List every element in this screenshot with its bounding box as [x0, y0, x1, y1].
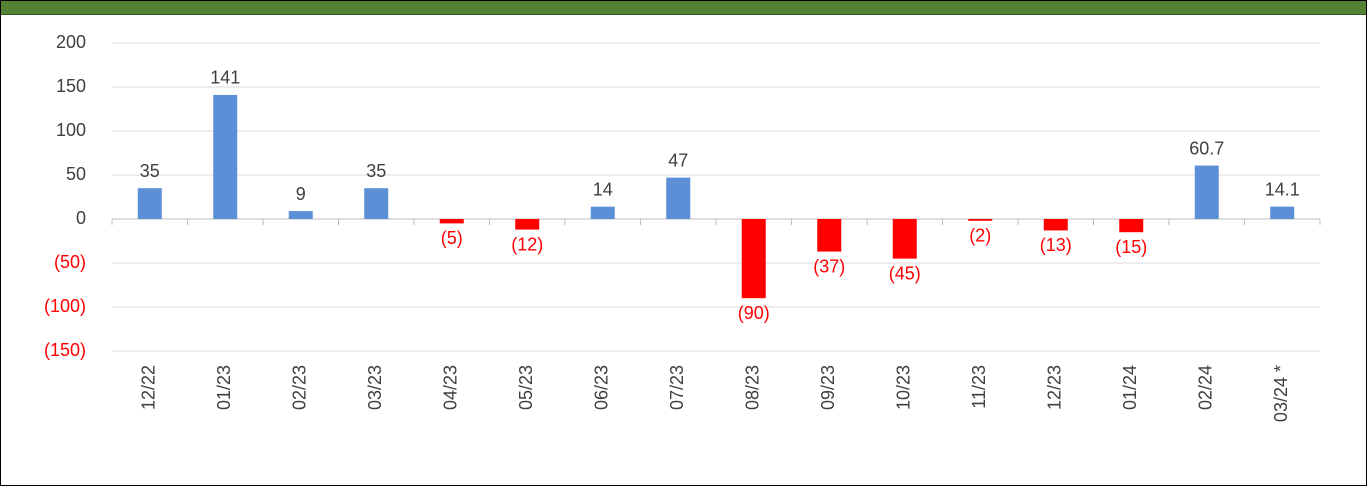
value-label: (37): [813, 256, 845, 276]
x-tick-label: 02/24: [1196, 365, 1216, 410]
y-tick-label: 200: [56, 32, 86, 52]
value-label: (2): [969, 226, 991, 246]
bar: [288, 211, 313, 219]
bar: [817, 219, 842, 252]
value-label: (45): [889, 263, 921, 283]
bar: [213, 94, 238, 219]
bar: [364, 188, 389, 219]
value-label: 14.1: [1265, 179, 1300, 199]
y-tick-label: (100): [44, 296, 86, 316]
value-label: 9: [296, 184, 306, 204]
y-tick-label: (150): [44, 340, 86, 360]
x-tick-label: 12/23: [1045, 365, 1065, 410]
value-label: (90): [738, 303, 770, 323]
value-label: (13): [1040, 235, 1072, 255]
y-tick-label: 0: [76, 208, 86, 228]
y-tick-label: (50): [54, 252, 86, 272]
value-label: 14: [593, 179, 613, 199]
x-tick-label: 12/22: [139, 365, 159, 410]
bar: [137, 188, 162, 219]
x-tick-label: 07/23: [667, 365, 687, 410]
x-tick-label: 01/24: [1120, 365, 1140, 410]
value-label: 35: [366, 161, 386, 181]
value-label: (15): [1115, 237, 1147, 257]
bar: [892, 219, 917, 259]
bar: [968, 219, 993, 221]
value-label: 60.7: [1189, 138, 1224, 158]
value-label: 141: [210, 68, 240, 88]
x-tick-label: 01/23: [214, 365, 234, 410]
x-tick-label: 03/23: [365, 365, 385, 410]
bar: [1194, 165, 1219, 219]
x-tick-label: 09/23: [818, 365, 838, 410]
x-tick-label: 05/23: [516, 365, 536, 410]
value-label: (5): [441, 228, 463, 248]
y-tick-label: 100: [56, 120, 86, 140]
value-label: (12): [511, 234, 543, 254]
x-tick-label: 04/23: [441, 365, 461, 410]
value-label: 47: [668, 150, 688, 170]
y-tick-label: 150: [56, 76, 86, 96]
bar: [439, 219, 464, 224]
value-label: 35: [140, 161, 160, 181]
x-tick-label: 08/23: [743, 365, 763, 410]
x-tick-label: 02/23: [290, 365, 310, 410]
bar: [666, 177, 691, 219]
header-band: [1, 1, 1366, 15]
bar: [590, 206, 615, 219]
x-tick-label: 10/23: [894, 365, 914, 410]
x-tick-label: 03/24 *: [1271, 365, 1291, 422]
y-tick-label: 50: [66, 164, 86, 184]
bar: [1043, 219, 1068, 231]
bar: [741, 219, 766, 299]
x-tick-label: 06/23: [592, 365, 612, 410]
x-tick-label: 11/23: [969, 365, 989, 409]
bar: [515, 219, 540, 230]
bar: [1270, 206, 1295, 219]
bar: [1119, 219, 1144, 233]
